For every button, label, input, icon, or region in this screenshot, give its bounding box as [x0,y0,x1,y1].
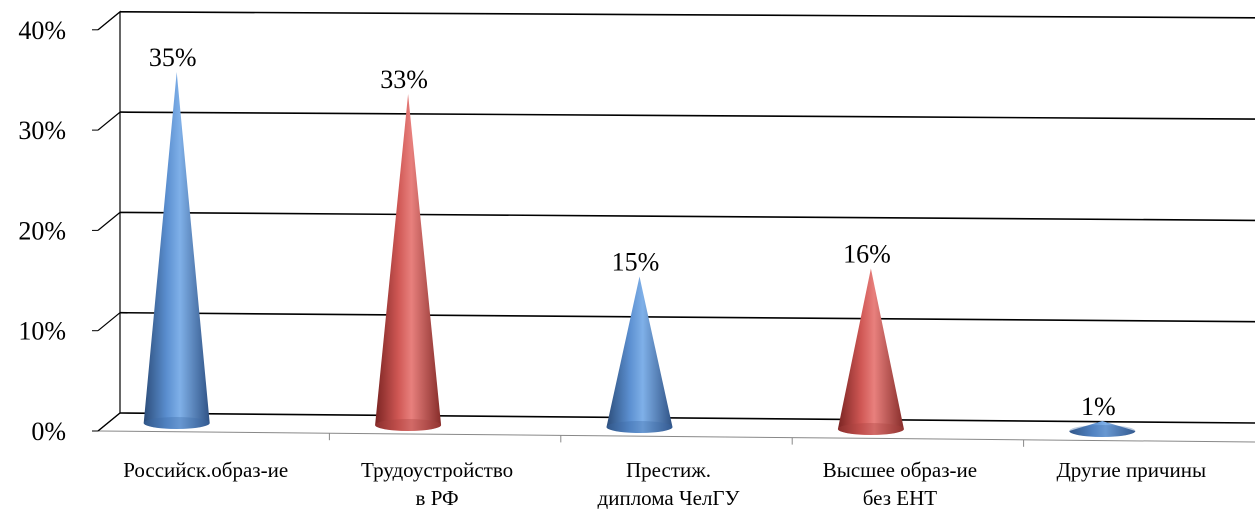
category-label: Высшее образ-ие без ЕНТ [823,458,977,510]
cone-bar [606,276,673,434]
cone-base [837,423,904,435]
category-label-line: Высшее образ-ие [823,458,977,482]
data-label: 1% [1081,392,1116,421]
gridline-side [97,11,121,31]
cone-body [1069,420,1136,437]
y-tick-label: 30% [18,116,66,145]
cone-body [143,71,210,429]
y-tick-label: 0% [31,417,66,446]
data-label: 15% [612,248,660,277]
category-label-line: Престиж. [626,458,711,482]
gridline [119,111,1255,120]
y-tick-label: 20% [18,216,66,245]
gridline [119,11,1255,19]
cone-body [606,276,673,434]
data-labels: 35% 33% 15% 16% 1% [149,43,1116,421]
y-axis-ticks: 0% 10% 20% 30% 40% [18,16,98,446]
gridline [119,412,1255,424]
axis-layer [97,10,1255,447]
category-label: Другие причины [1056,458,1206,482]
data-series [143,71,1136,437]
cone-bar [143,71,210,429]
cone-bar [375,94,442,431]
gridline-side [97,111,121,131]
category-label-line: Другие причины [1056,458,1206,482]
cone-body [375,94,442,431]
data-label: 16% [843,240,891,269]
y-tick-label: 40% [18,16,66,45]
category-label-line: без ЕНТ [863,486,938,510]
cone-base [143,417,210,429]
category-label-line: Российск.образ-ие [123,458,288,482]
y-tick-label: 10% [18,317,66,346]
category-label-line: в РФ [416,486,459,510]
gridline [119,311,1255,323]
cone-bar [837,268,904,435]
cone-base [1069,425,1136,437]
gridline [119,211,1255,222]
gridline-side [97,412,121,432]
gridline-side [97,211,121,231]
category-label: Престиж. диплома ЧелГУ [598,458,740,510]
gridline-side [97,312,121,332]
category-labels: Российск.образ-ие Трудоустройство в РФ Прес… [123,458,1206,510]
cone-base [606,421,673,433]
gridlines [97,11,1255,432]
cone-body [837,268,904,435]
data-label: 33% [380,65,428,94]
x-axis-line [97,430,1255,443]
data-label: 35% [149,43,197,72]
category-label: Российск.образ-ие [123,458,288,482]
category-label-line: Трудоустройство [361,458,513,482]
cone-bar [1069,420,1136,437]
category-label-line: диплома ЧелГУ [598,486,740,510]
cone-base [375,419,442,431]
category-label: Трудоустройство в РФ [361,458,513,510]
